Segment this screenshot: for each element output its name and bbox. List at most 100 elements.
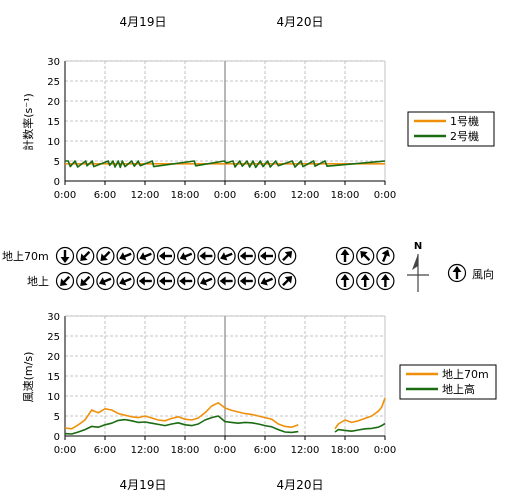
wind-arrow-ground: [197, 271, 216, 291]
wind-arrow-70m: [257, 246, 277, 266]
wind-arrow-shaft: [282, 253, 290, 262]
wind-arrow-head: [340, 274, 350, 280]
wind-arrow-shaft: [103, 277, 112, 283]
wind-arrow-shaft: [143, 252, 152, 258]
count-rate-legend: 1号機 2号機: [407, 111, 495, 147]
north-compass-icon: N: [407, 241, 429, 292]
x-tick-label: 0:00: [374, 190, 396, 201]
date-label-day2-bottom: 4月20日: [277, 478, 324, 492]
wind-direction-arrows: [55, 246, 395, 291]
wind-direction-legend-label: 風向: [472, 267, 494, 281]
date-label-day1-top: 4月19日: [120, 15, 167, 29]
wind-arrow-icon: [60, 250, 70, 263]
y-tick-label: 20: [47, 352, 60, 363]
wind-arrow-head: [60, 257, 70, 263]
wind-arrow-ground: [217, 271, 236, 291]
wind-arrow-70m: [237, 246, 256, 266]
wind-arrow-icon: [80, 275, 91, 286]
wind-arrow-head: [381, 249, 390, 257]
legend-label-70m: 地上70m: [442, 368, 489, 381]
wind-arrow-head: [219, 276, 226, 286]
wind-arrow-head: [138, 276, 145, 286]
wind-arrow-icon: [100, 250, 111, 261]
wind-arrow-icon: [159, 251, 172, 261]
y-tick-label: 5: [54, 157, 60, 168]
legend-label-unit2: 2号機: [450, 129, 479, 143]
x-tick-label: 12:00: [131, 190, 160, 201]
wind-arrow-70m: [278, 246, 297, 266]
legend-label-ground: 地上高: [442, 382, 475, 396]
wind-arrow-shaft: [123, 252, 132, 258]
wind-arrow-icon: [220, 252, 233, 261]
wind-arrow-icon: [219, 276, 233, 286]
wind-arrow-ground: [376, 271, 395, 291]
wind-row1-label: 地上70m: [2, 250, 49, 263]
y-tick-label: 15: [47, 117, 60, 128]
wind-arrow-icon: [239, 251, 253, 261]
wind-arrow-icon: [199, 277, 213, 286]
y-tick-label: 20: [47, 97, 60, 108]
wind-arrow-icon: [60, 275, 71, 286]
wind-arrow-icon: [179, 276, 193, 286]
wind-arrow-head: [139, 252, 147, 261]
wind-arrow-icon: [159, 276, 172, 286]
wind-arrow-shaft: [123, 277, 132, 283]
legend-label-unit1: 1号機: [450, 114, 479, 128]
x-tick-label: 6:00: [254, 190, 276, 201]
wind-arrow-head: [260, 277, 268, 286]
y-tick-label: 10: [47, 392, 60, 403]
wind-speed-ylabel: 風速(m/s): [22, 352, 35, 403]
wind-arrow-head: [100, 253, 108, 261]
wind-arrow-ground: [278, 271, 297, 291]
x-tick-label: 18:00: [331, 190, 360, 201]
wind-arrow-head: [284, 251, 293, 259]
wind-arrow-head: [60, 278, 68, 286]
wind-arrow-ground: [257, 271, 277, 291]
wind-arrow-head: [179, 252, 187, 261]
wind-arrow-shaft: [381, 253, 388, 263]
x-tick-label: 6:00: [94, 190, 116, 201]
wind-arrow-head: [260, 251, 266, 261]
wind-arrow-70m: [356, 246, 375, 266]
wind-arrow-ground: [356, 271, 375, 291]
wind-arrow-head: [179, 276, 186, 286]
wind-arrow-ground: [177, 271, 196, 291]
compass-north-label: N: [414, 241, 422, 252]
wind-arrow-70m: [217, 246, 236, 266]
wind-arrow-ground: [116, 271, 135, 291]
y-tick-label: 25: [47, 77, 60, 88]
wind-arrow-icon: [282, 251, 293, 262]
wind-speed-legend: 地上70m 地上高: [399, 364, 497, 400]
wind-arrow-ground: [335, 271, 355, 291]
wind-arrow-icon: [119, 252, 132, 261]
wind-arrow-shaft: [82, 275, 91, 284]
wind-arrow-ground: [156, 271, 176, 291]
wind-arrow-head: [159, 251, 165, 261]
y-tick-label: 30: [47, 312, 60, 323]
wind-arrow-head: [360, 251, 368, 259]
wind-arrow-icon: [119, 277, 132, 286]
wind-arrow-shaft: [224, 252, 233, 258]
wind-arrow-head: [220, 252, 228, 261]
wind-arrow-head: [340, 249, 350, 255]
legend-box: [399, 364, 497, 400]
x-tick-label: 18:00: [171, 190, 200, 201]
series-line-1: [64, 415, 299, 435]
x-tick-label: 0:00: [54, 190, 76, 201]
wind-arrow-70m: [76, 246, 95, 266]
x-tick-label: 0:00: [214, 445, 236, 456]
wind-arrow-70m: [136, 246, 155, 266]
date-label-day2-top: 4月20日: [277, 15, 324, 29]
wind-arrow-shaft: [82, 250, 91, 259]
wind-arrow-head: [80, 253, 88, 261]
compass-needle: [412, 254, 418, 270]
wind-arrow-icon: [282, 276, 293, 287]
y-tick-label: 0: [54, 432, 60, 443]
wind-arrow-head: [284, 276, 293, 284]
wind-arrow-70m: [335, 246, 355, 266]
wind-arrow-icon: [260, 277, 274, 286]
x-tick-label: 6:00: [94, 445, 116, 456]
wind-arrow-head: [239, 251, 246, 261]
wind-arrow-70m: [177, 246, 196, 266]
wind-arrow-icon: [98, 277, 112, 286]
